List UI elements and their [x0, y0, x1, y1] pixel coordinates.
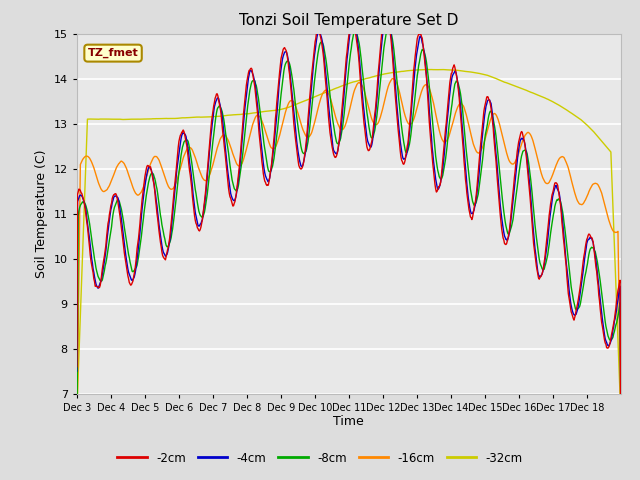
- Legend: -2cm, -4cm, -8cm, -16cm, -32cm: -2cm, -4cm, -8cm, -16cm, -32cm: [113, 447, 527, 469]
- X-axis label: Time: Time: [333, 415, 364, 429]
- Text: TZ_fmet: TZ_fmet: [88, 48, 138, 58]
- Title: Tonzi Soil Temperature Set D: Tonzi Soil Temperature Set D: [239, 13, 458, 28]
- Y-axis label: Soil Temperature (C): Soil Temperature (C): [35, 149, 48, 278]
